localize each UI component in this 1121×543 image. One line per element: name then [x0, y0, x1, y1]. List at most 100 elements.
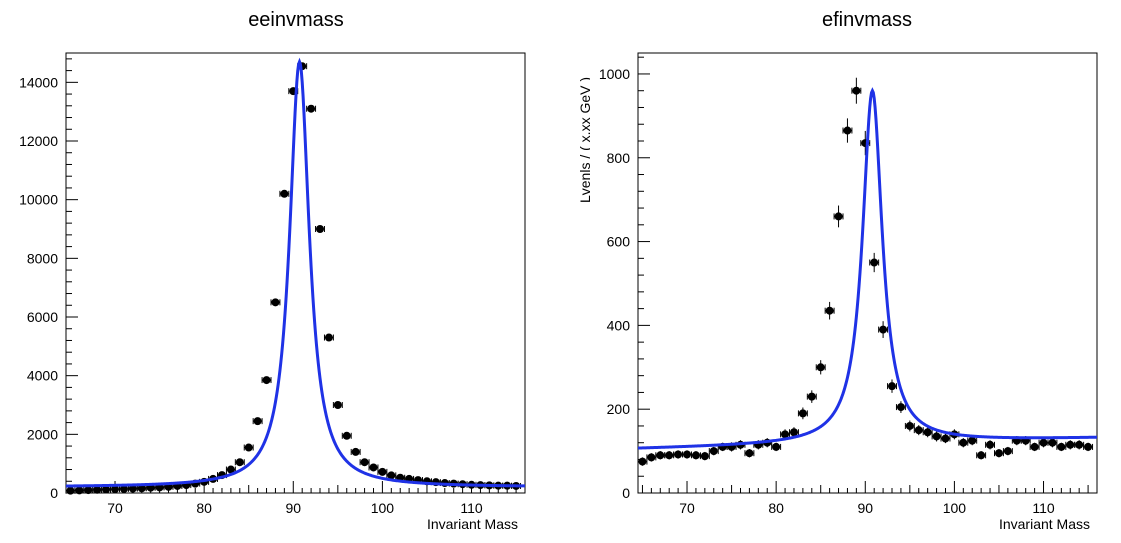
marker — [834, 212, 843, 221]
marker — [825, 306, 834, 315]
data-point — [655, 451, 666, 460]
marker — [244, 443, 253, 452]
x-tick-label: 70 — [107, 500, 123, 516]
x-tick-label: 80 — [196, 500, 212, 516]
plot-frame — [65, 52, 526, 494]
marker — [66, 486, 75, 495]
y-axis-title-clipped: Lvenls / ( x.xx GeV ) — [577, 77, 593, 203]
y-tick-label: 10000 — [19, 192, 58, 208]
marker — [75, 486, 84, 495]
marker — [691, 451, 700, 460]
data-point — [359, 458, 370, 467]
data-point — [1029, 442, 1040, 452]
marker — [387, 471, 396, 480]
data-point — [744, 449, 755, 458]
data-point — [869, 252, 880, 273]
data-point — [243, 443, 254, 452]
data-point — [842, 118, 853, 143]
marker — [360, 458, 369, 467]
data-point — [931, 431, 942, 442]
x-axis-title: Invariant Mass — [999, 516, 1090, 532]
marker — [1066, 440, 1075, 449]
marker — [324, 333, 333, 342]
marker — [709, 447, 718, 456]
marker — [941, 434, 950, 443]
marker — [870, 258, 879, 267]
marker — [378, 467, 387, 476]
data-point — [279, 189, 290, 198]
marker — [843, 126, 852, 135]
marker — [1030, 442, 1039, 451]
chart-svg-efinvmass: efinvmass 70 80 90 100 110 0 200 400 600 800 1000 In… — [577, 9, 1098, 532]
data-point — [940, 433, 951, 444]
data-point — [913, 425, 924, 436]
marker — [119, 484, 128, 493]
data-point — [261, 376, 272, 385]
marker — [253, 417, 262, 426]
x-tick-label: 100 — [943, 500, 967, 516]
data-point — [341, 431, 352, 440]
data-point — [664, 451, 675, 460]
x-tick-label: 90 — [285, 500, 301, 516]
y-tick-label: 1000 — [599, 66, 630, 82]
data-point — [270, 298, 281, 307]
marker — [665, 451, 674, 460]
fit-curve — [637, 87, 1098, 450]
data-point — [771, 442, 782, 452]
marker — [235, 458, 244, 467]
marker — [1057, 442, 1066, 451]
data-point — [118, 484, 129, 493]
data-point — [904, 420, 915, 432]
data-point — [958, 438, 969, 448]
x-tick-label: 80 — [768, 500, 784, 516]
marker — [316, 225, 325, 233]
marker — [968, 436, 977, 445]
marker — [781, 430, 790, 439]
y-tick-label: 4000 — [27, 368, 58, 384]
x-tick-label: 90 — [857, 500, 873, 516]
marker — [102, 485, 111, 494]
marker — [905, 421, 914, 430]
marker — [271, 298, 280, 307]
chart-title: efinvmass — [822, 9, 912, 31]
y-tick-label: 14000 — [19, 74, 58, 90]
data-point — [976, 451, 987, 460]
marker — [772, 442, 781, 451]
data-point — [368, 463, 379, 472]
marker — [674, 450, 683, 459]
data-point — [252, 417, 263, 426]
x-tick-label: 110 — [1032, 500, 1055, 516]
marker — [342, 431, 351, 440]
marker — [807, 392, 816, 401]
data-point — [797, 407, 808, 420]
y-tick-label: 0 — [622, 485, 630, 501]
data-point — [895, 401, 906, 413]
data-point — [699, 451, 710, 461]
marker — [798, 409, 807, 418]
marker — [852, 86, 861, 95]
marker — [137, 484, 146, 493]
data-point — [985, 440, 996, 450]
marker — [745, 449, 754, 458]
y-tick-label: 0 — [50, 485, 58, 501]
data-point — [350, 447, 361, 456]
y-tick-label: 200 — [607, 401, 631, 417]
plot-frame — [637, 52, 1098, 494]
marker — [959, 438, 968, 447]
marker — [262, 376, 271, 385]
data-point — [815, 360, 826, 375]
data-point — [377, 467, 388, 476]
data-point — [225, 465, 236, 474]
marker — [683, 450, 692, 459]
marker — [93, 485, 102, 494]
data-point — [690, 451, 701, 460]
data-point — [922, 427, 933, 438]
marker — [656, 451, 665, 460]
marker — [932, 432, 941, 441]
marker — [1084, 442, 1093, 451]
data-point — [1038, 438, 1049, 448]
y-tick-label: 8000 — [27, 250, 58, 266]
data-point — [682, 450, 692, 459]
y-tick-label: 800 — [607, 150, 631, 166]
marker — [879, 325, 888, 334]
